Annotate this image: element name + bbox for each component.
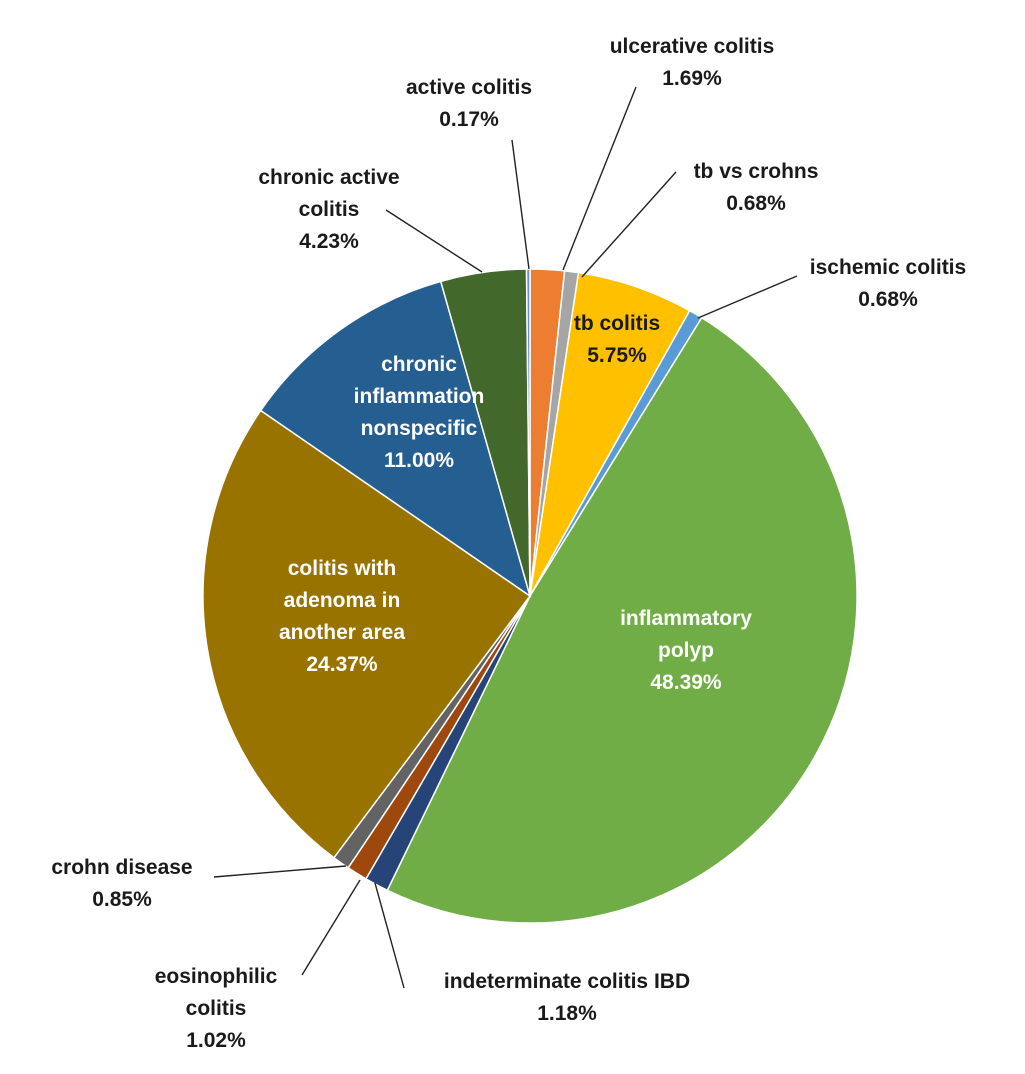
slice-label-ischemic: ischemic colitis 0.68% <box>810 256 966 311</box>
slice-label-tb-colitis: tb colitis 5.75% <box>574 312 660 367</box>
slice-label-crohn: crohn disease 0.85% <box>51 856 192 911</box>
leader-line-crohn <box>213 865 347 878</box>
leader-lines <box>213 86 798 989</box>
slice-label-line: chronic active <box>258 166 399 189</box>
slice-label-line: indeterminate colitis IBD <box>444 970 690 993</box>
slice-label-line: colitis <box>299 198 360 221</box>
slice-label-adenoma: colitis with adenoma in another area 24.37% <box>279 557 405 676</box>
slice-label-line: crohn disease <box>51 856 192 879</box>
slice-label-line: nonspecific <box>361 417 478 440</box>
slice-label-line: eosinophilic <box>155 965 278 988</box>
leader-line-active <box>511 139 530 270</box>
leader-line-ischemic <box>697 275 798 319</box>
slice-label-line: 11.00% <box>384 449 454 472</box>
slice-label-line: adenoma in <box>284 589 401 612</box>
leader-line-ulcerative <box>562 86 637 271</box>
slice-label-chronic-nonspecific: chronic inflammation nonspecific 11.00% <box>354 353 485 472</box>
slice-label-line: inflammation <box>354 385 485 408</box>
slice-label-line: tb colitis <box>574 312 660 335</box>
slice-label-line: 0.68% <box>726 192 786 215</box>
slice-label-line: 48.39% <box>650 671 722 694</box>
slice-label-line: active colitis <box>406 76 532 99</box>
slice-label-ulcerative: ulcerative colitis 1.69% <box>610 35 775 90</box>
pie-slice-adenoma <box>202 409 532 859</box>
slice-label-line: 0.68% <box>858 288 918 311</box>
slice-label-active: active colitis 0.17% <box>406 76 532 131</box>
pie-slice-inflammatory-polyp <box>386 316 858 924</box>
leader-line-chronic-active <box>385 209 483 273</box>
slice-label-line: inflammatory <box>620 607 752 630</box>
slice-label-line: colitis with <box>288 557 397 580</box>
slice-label-line: colitis <box>186 997 247 1020</box>
slice-label-tb-vs-crohns: tb vs crohns 0.68% <box>694 160 819 215</box>
slice-label-inflammatory-polyp: inflammatory polyp 48.39% <box>620 607 752 694</box>
slice-label-line: 1.69% <box>662 67 722 90</box>
slice-label-eosinophilic: eosinophilic colitis 1.02% <box>155 965 278 1052</box>
pie-slices <box>202 268 858 924</box>
slice-label-line: ischemic colitis <box>810 256 966 279</box>
slice-label-line: polyp <box>658 639 714 662</box>
slice-label-line: 0.17% <box>439 108 499 131</box>
slice-label-line: chronic <box>381 353 457 376</box>
slice-label-line: another area <box>279 621 405 644</box>
slice-label-line: 0.85% <box>92 888 152 911</box>
slice-label-line: tb vs crohns <box>694 160 819 183</box>
slice-label-line: 4.23% <box>299 230 359 253</box>
slice-labels: ulcerative colitis 1.69% tb vs crohns 0.68%… <box>51 35 966 1052</box>
slice-label-indeterminate: indeterminate colitis IBD 1.18% <box>444 970 690 1025</box>
slice-label-line: 5.75% <box>587 344 647 367</box>
pie-slice-active <box>525 268 531 597</box>
slice-label-line: 1.02% <box>186 1029 246 1052</box>
leader-line-tb-vs-crohns <box>581 171 677 278</box>
leader-line-eosinophilic <box>301 879 361 976</box>
leader-line-indeterminate <box>374 882 405 989</box>
slice-label-line: 1.18% <box>537 1002 597 1025</box>
slice-label-line: ulcerative colitis <box>610 35 775 58</box>
slice-label-chronic-active: chronic active colitis 4.23% <box>258 166 399 253</box>
slice-label-line: 24.37% <box>306 653 378 676</box>
